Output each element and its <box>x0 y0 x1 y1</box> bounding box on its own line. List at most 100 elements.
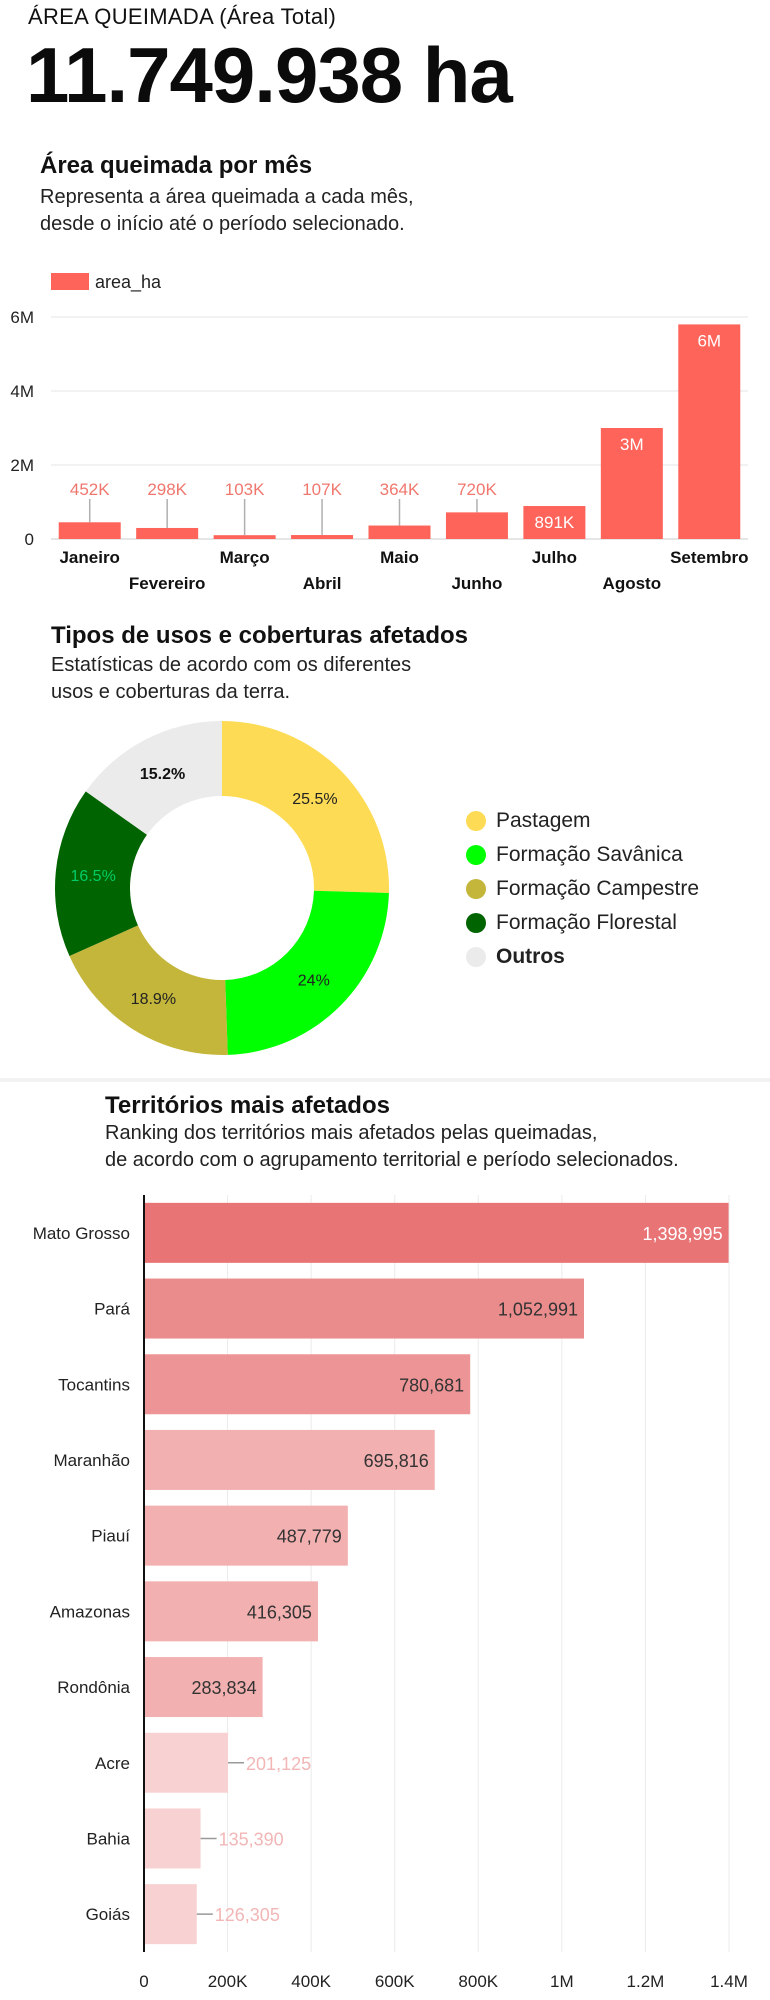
kpi-label: ÁREA QUEIMADA (Área Total) <box>28 4 336 30</box>
bar <box>145 1733 228 1793</box>
y-tick-label: Acre <box>95 1754 130 1773</box>
legend-label: Pastagem <box>496 809 591 833</box>
slice-label: 18.9% <box>131 991 176 1008</box>
legend-dot <box>466 947 486 967</box>
slice-label: 24% <box>298 972 330 989</box>
y-tick-label: Goiás <box>86 1905 130 1924</box>
x-tick-label: Fevereiro <box>129 574 206 593</box>
x-tick-label: Maio <box>380 548 419 567</box>
legend-label: area_ha <box>95 272 162 293</box>
data-label: 3M <box>620 435 644 454</box>
data-label: 107K <box>302 480 342 499</box>
monthly-chart-subtitle: Representa a área queimada a cada mês, d… <box>40 184 414 238</box>
y-tick-label: 0 <box>25 530 34 549</box>
x-tick-label: 1.2M <box>627 1972 665 1991</box>
y-tick-label: Bahia <box>87 1829 131 1848</box>
data-label: 1,398,995 <box>643 1224 723 1244</box>
data-label: 487,779 <box>277 1527 342 1547</box>
x-tick-label: 600K <box>375 1972 415 1991</box>
data-label: 283,834 <box>192 1678 257 1698</box>
bar <box>59 522 121 539</box>
legend-label: Formação Campestre <box>496 877 699 901</box>
x-tick-label: 200K <box>208 1972 248 1991</box>
data-label: 452K <box>70 480 110 499</box>
x-tick-label: 0 <box>139 1972 148 1991</box>
section-divider <box>0 1078 770 1082</box>
bar <box>136 528 198 539</box>
x-tick-label: 1M <box>550 1972 574 1991</box>
monthly-chart-title: Área queimada por mês <box>40 152 312 180</box>
landuse-donut-chart: 25.5% 24% 18.9% 16.5% 15.2% <box>40 715 400 1065</box>
y-tick-label: Pará <box>94 1300 130 1319</box>
legend-label: Outros <box>496 945 565 969</box>
legend-item: Pastagem <box>466 804 699 838</box>
data-label: 201,125 <box>246 1754 311 1774</box>
territories-chart-subtitle: Ranking dos territórios mais afetados pe… <box>105 1120 679 1174</box>
data-label: 720K <box>457 480 497 499</box>
landuse-chart-title: Tipos de usos e coberturas afetados <box>51 622 468 650</box>
data-label: 780,681 <box>399 1375 464 1395</box>
y-tick-label: Mato Grosso <box>33 1224 130 1243</box>
legend-item: Formação Campestre <box>466 872 699 906</box>
x-tick-label: Janeiro <box>59 548 119 567</box>
bar <box>145 1884 197 1944</box>
data-label: 891K <box>535 513 575 532</box>
legend-dot <box>466 913 486 933</box>
x-tick-label: 1.4M <box>710 1972 748 1991</box>
landuse-chart-subtitle: Estatísticas de acordo com os diferentes… <box>51 652 411 706</box>
x-tick-label: Julho <box>532 548 577 567</box>
landuse-subtitle-line-1: Estatísticas de acordo com os diferentes <box>51 652 411 679</box>
y-tick-label: Rondônia <box>57 1678 130 1697</box>
data-label: 364K <box>380 480 420 499</box>
territories-subtitle-line-2: de acordo com o agrupamento territorial … <box>105 1147 679 1174</box>
data-label: 416,305 <box>247 1602 312 1622</box>
slice-label: 15.2% <box>140 766 185 783</box>
x-tick-label: Abril <box>303 574 342 593</box>
legend-swatch <box>51 273 89 290</box>
bar <box>678 324 740 539</box>
y-tick-label: Piauí <box>91 1527 130 1546</box>
data-label: 126,305 <box>215 1905 280 1925</box>
legend-dot <box>466 811 486 831</box>
legend-label: Formação Savânica <box>496 843 683 867</box>
bar <box>214 535 276 539</box>
legend-label: Formação Florestal <box>496 911 677 935</box>
y-tick-label: 4M <box>10 382 34 401</box>
bar <box>291 535 353 539</box>
x-tick-label: 400K <box>291 1972 331 1991</box>
legend-item: Formação Savânica <box>466 838 699 872</box>
territories-subtitle-line-1: Ranking dos territórios mais afetados pe… <box>105 1120 679 1147</box>
legend-item: Outros <box>466 940 699 974</box>
x-tick-label: Agosto <box>603 574 662 593</box>
slice-label: 25.5% <box>292 791 337 808</box>
legend-dot <box>466 879 486 899</box>
data-label: 1,052,991 <box>498 1300 578 1320</box>
data-label: 103K <box>225 480 265 499</box>
x-tick-label: Março <box>220 548 270 567</box>
territories-bar-chart: 0 200K 400K 600K 800K 1M 1.2M 1.4M Mato Grosso 1,… <box>0 1195 770 2000</box>
y-tick-label: Amazonas <box>50 1602 130 1621</box>
bar <box>446 512 508 539</box>
bar <box>145 1808 201 1868</box>
data-label: 298K <box>147 480 187 499</box>
y-tick-label: 6M <box>10 308 34 327</box>
data-label: 135,390 <box>219 1829 284 1849</box>
landuse-legend: Pastagem Formação Savânica Formação Campes… <box>466 804 699 974</box>
x-tick-label: Setembro <box>670 548 748 567</box>
monthly-subtitle-line-1: Representa a área queimada a cada mês, <box>40 184 414 211</box>
bar <box>145 1203 729 1263</box>
x-tick-label: 800K <box>458 1972 498 1991</box>
slice-label: 16.5% <box>70 868 115 885</box>
y-tick-label: 2M <box>10 456 34 475</box>
y-tick-label: Tocantins <box>58 1375 130 1394</box>
monthly-subtitle-line-2: desde o início até o período selecionado… <box>40 211 414 238</box>
landuse-subtitle-line-2: usos e coberturas da terra. <box>51 679 411 706</box>
monthly-bar-chart: 0 2M 4M 6M area_ha 452K Janeiro 298K Fevereiro 10… <box>0 260 770 600</box>
bar <box>369 526 431 539</box>
kpi-value: 11.749.938 ha <box>26 30 512 121</box>
data-label: 6M <box>697 331 721 350</box>
x-tick-label: Junho <box>451 574 502 593</box>
territories-chart-title: Territórios mais afetados <box>105 1092 390 1120</box>
legend-item: Formação Florestal <box>466 906 699 940</box>
legend-dot <box>466 845 486 865</box>
